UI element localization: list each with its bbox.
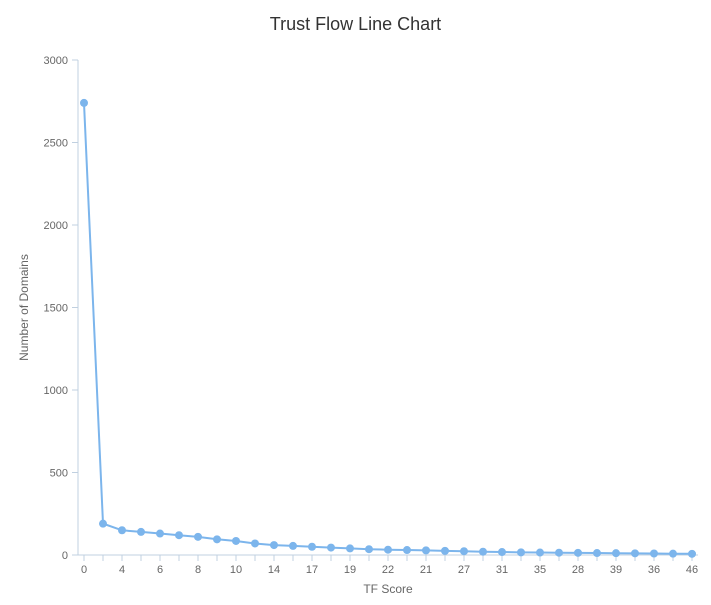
series-point	[669, 550, 677, 558]
series-point	[156, 530, 164, 538]
x-tick-label: 31	[496, 564, 508, 576]
series-point	[270, 541, 278, 549]
series-point	[517, 548, 525, 556]
series-point	[118, 526, 126, 534]
y-tick-label: 2500	[44, 138, 68, 150]
series-point	[441, 547, 449, 555]
x-tick-label: 21	[420, 564, 432, 576]
x-tick-label: 46	[686, 564, 698, 576]
series-point	[498, 548, 506, 556]
x-tick-label: 28	[572, 564, 584, 576]
series-point	[612, 549, 620, 557]
series-point	[175, 531, 183, 539]
series-point	[403, 546, 411, 554]
series-point	[479, 548, 487, 556]
x-tick-label: 14	[268, 564, 280, 576]
y-tick-label: 3000	[44, 55, 68, 67]
y-tick-label: 1000	[44, 385, 68, 397]
series-point	[327, 544, 335, 552]
chart-title: Trust Flow Line Chart	[0, 14, 711, 35]
y-tick-label: 500	[50, 468, 68, 480]
x-tick-label: 27	[458, 564, 470, 576]
x-tick-label: 35	[534, 564, 546, 576]
series-point	[688, 550, 696, 558]
x-tick-label: 4	[119, 564, 125, 576]
series-point	[460, 547, 468, 555]
series-point	[232, 537, 240, 545]
series-point	[536, 549, 544, 557]
series-point	[99, 520, 107, 528]
x-tick-label: 17	[306, 564, 318, 576]
series-point	[574, 549, 582, 557]
x-tick-label: 36	[648, 564, 660, 576]
x-tick-label: 22	[382, 564, 394, 576]
series-point	[365, 545, 373, 553]
x-tick-label: 10	[230, 564, 242, 576]
series-point	[308, 543, 316, 551]
chart-canvas: 0500100015002000250030000468101417192221…	[0, 0, 711, 605]
series-point	[593, 549, 601, 557]
x-tick-label: 39	[610, 564, 622, 576]
series-point	[194, 533, 202, 541]
series-point	[289, 542, 297, 550]
y-tick-label: 2000	[44, 220, 68, 232]
series-point	[384, 546, 392, 554]
x-tick-label: 6	[157, 564, 163, 576]
series-point	[80, 99, 88, 107]
x-tick-label: 19	[344, 564, 356, 576]
x-axis-label: TF Score	[363, 582, 413, 596]
series-point	[650, 550, 658, 558]
y-tick-label: 1500	[44, 303, 68, 315]
x-tick-label: 8	[195, 564, 201, 576]
series-point	[555, 549, 563, 557]
x-tick-label: 0	[81, 564, 87, 576]
series-point	[213, 535, 221, 543]
series-line	[84, 103, 692, 554]
series-point	[631, 549, 639, 557]
series-point	[422, 546, 430, 554]
y-tick-label: 0	[62, 550, 68, 562]
series-point	[137, 528, 145, 536]
y-axis-label: Number of Domains	[17, 254, 31, 361]
trust-flow-chart: Trust Flow Line Chart 0 500 1000 1500 2000 25…	[0, 0, 711, 605]
series-point	[251, 539, 259, 547]
series-point	[346, 544, 354, 552]
